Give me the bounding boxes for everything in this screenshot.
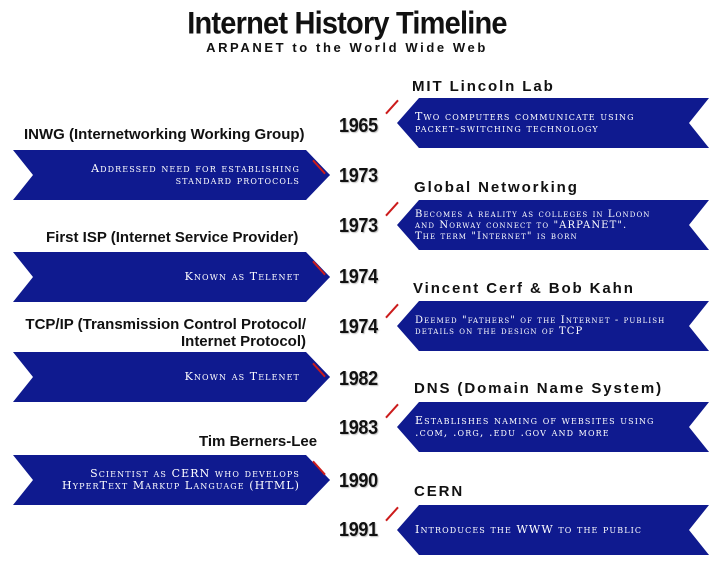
event-description-line: Deemed "fathers" of the Internet - publi…	[415, 315, 666, 326]
timeline-connector	[385, 403, 399, 419]
timeline-connector	[385, 201, 399, 217]
year-label-1991: 1991	[339, 517, 378, 541]
year-label-1973-right: 1973	[339, 213, 378, 237]
event-description-line: .com, .org, .edu .gov and more	[415, 426, 610, 439]
event-heading-cern: CERN	[414, 483, 465, 500]
event-banner-tcp-ip: Known as Telenet	[13, 352, 330, 402]
year-label-1974-right: 1974	[339, 314, 378, 338]
timeline-connector	[385, 506, 399, 522]
event-heading-cerf-kahn: Vincent Cerf & Bob Kahn	[413, 280, 635, 297]
year-label-1990: 1990	[339, 468, 378, 492]
event-heading-inwg: INWG (Internetworking Working Group)	[24, 126, 305, 143]
event-heading-line: TCP/IP (Transmission Control Protocol/	[25, 316, 306, 333]
event-banner-berners-lee: Scientist as CERN who develops HyperText…	[13, 455, 330, 505]
event-heading-tcp-ip: TCP/IP (Transmission Control Protocol/ I…	[25, 316, 306, 350]
event-description-line: packet-switching technology	[415, 122, 599, 135]
event-banner-dns: Establishes naming of websites using .co…	[397, 402, 709, 452]
event-description-line: Becomes a reality as colleges in London	[415, 208, 651, 220]
year-label-1974-left: 1974	[339, 264, 378, 288]
event-heading-mit-lincoln-lab: MIT Lincoln Lab	[412, 78, 555, 95]
event-description-line: Addressed need for establishing	[91, 162, 300, 175]
timeline-connector	[385, 99, 399, 115]
event-description-line: standard protocols	[175, 174, 300, 187]
year-label-1973-left: 1973	[339, 163, 378, 187]
timeline-connector	[385, 303, 399, 319]
event-banner-global-networking: Becomes a reality as colleges in London …	[397, 200, 709, 250]
event-heading-dns: DNS (Domain Name System)	[414, 380, 663, 397]
year-label-1983: 1983	[339, 415, 378, 439]
event-banner-cerf-kahn: Deemed "fathers" of the Internet - publi…	[397, 301, 709, 351]
event-description-line: The term "Internet" is born	[415, 230, 578, 242]
event-description-line: details on the design of TCP	[415, 326, 584, 337]
event-description-line: Establishes naming of websites using	[415, 414, 655, 427]
event-description-line: Known as Telenet	[184, 370, 300, 383]
page-subtitle: ARPANET to the World Wide Web	[206, 40, 488, 55]
event-description-line: Introduces the WWW to the public	[415, 523, 643, 536]
year-label-1982: 1982	[339, 366, 378, 390]
event-heading-global-networking: Global Networking	[414, 179, 579, 196]
event-heading-line: Internet Protocol)	[180, 333, 306, 350]
event-heading-berners-lee: Tim Berners-Lee	[199, 433, 318, 450]
event-heading-first-isp: First ISP (Internet Service Provider)	[46, 229, 299, 246]
event-banner-mit-lincoln-lab: Two computers communicate using packet-s…	[397, 98, 709, 148]
event-description-line: Scientist as CERN who develops	[90, 467, 300, 480]
year-label-1965: 1965	[339, 113, 378, 137]
event-description-line: HyperText Markup Language (HTML)	[62, 479, 300, 492]
event-banner-inwg: Addressed need for establishing standard…	[13, 150, 330, 200]
event-description-line: Known as Telenet	[184, 270, 300, 283]
event-banner-first-isp: Known as Telenet	[13, 252, 330, 302]
event-description-line: and Norway connect to "ARPANET".	[415, 219, 628, 231]
event-description-line: Two computers communicate using	[415, 110, 635, 123]
page-title: Internet History Timeline	[187, 6, 507, 42]
event-banner-cern: Introduces the WWW to the public	[397, 505, 709, 555]
